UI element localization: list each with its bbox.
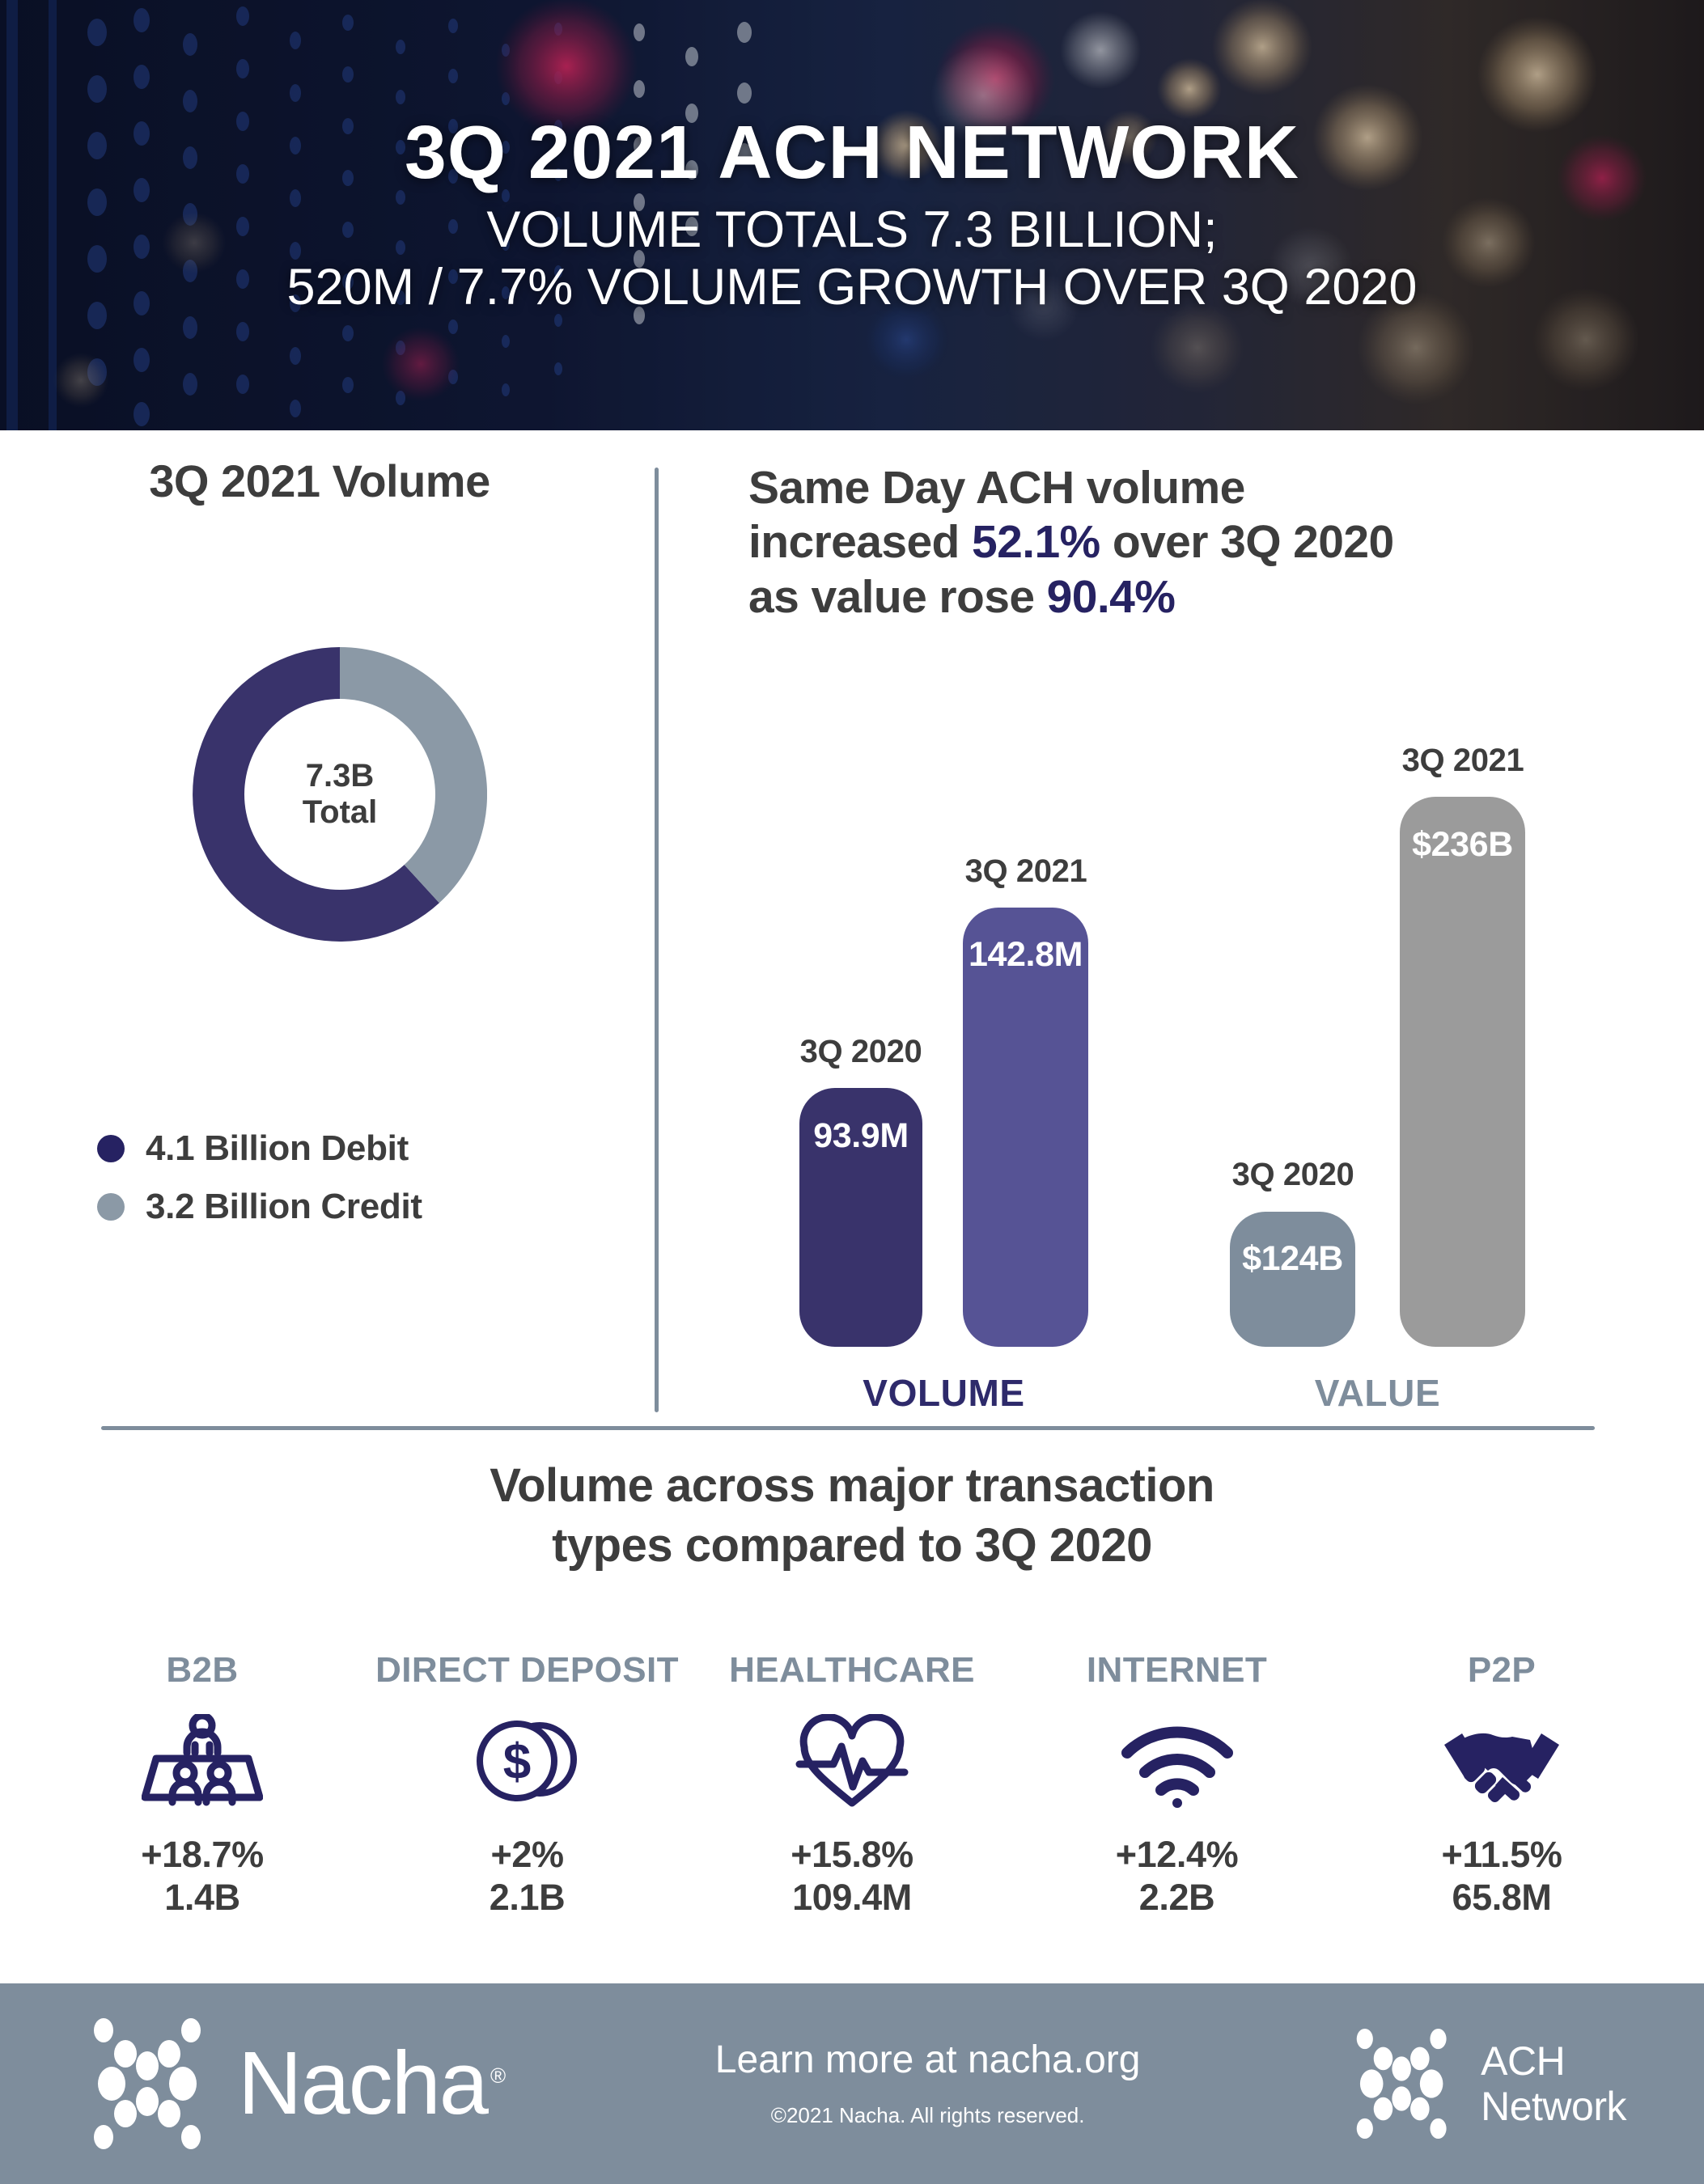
- type-volume-p2p: 65.8M: [1452, 1877, 1552, 1919]
- same-day-headline: Same Day ACH volume increased 52.1% over…: [748, 461, 1647, 624]
- copyright-notice: ©2021 Nacha. All rights reserved.: [770, 2102, 1085, 2127]
- same-day-line3-pre: as value rose: [748, 570, 1047, 623]
- same-day-line2-pre: increased: [748, 516, 972, 569]
- bar-volume-3q2020: [799, 1088, 922, 1347]
- footer-bar: Nacha ® Learn more at nacha.org ©2021 Nac…: [0, 1983, 1704, 2184]
- type-label-direct-deposit: DIRECT DEPOSIT: [375, 1650, 679, 1690]
- bar-value-volume-3q2020: 93.9M: [813, 1116, 909, 1155]
- bar-value-volume-3q2021: 142.8M: [968, 935, 1083, 974]
- donut-chart-svg: [193, 647, 488, 942]
- type-label-b2b: B2B: [166, 1650, 239, 1690]
- type-growth-direct-deposit: +2%: [490, 1834, 564, 1875]
- bar-caption-volume-3q2021: 3Q 2021: [964, 853, 1087, 889]
- horizontal-divider: [101, 1426, 1595, 1430]
- type-label-healthcare: HEALTHCARE: [729, 1650, 975, 1690]
- bar-value-value-3q2021: $236B: [1412, 825, 1513, 864]
- nacha-dot-mark-icon: [94, 2018, 201, 2149]
- legend-dot-debit-icon: [97, 1135, 125, 1162]
- registered-trademark-icon: ®: [490, 2063, 506, 2089]
- nacha-logo: Nacha ®: [87, 2016, 506, 2152]
- type-volume-b2b: 1.4B: [164, 1877, 240, 1919]
- type-label-p2p: P2P: [1467, 1650, 1537, 1690]
- learn-more-link[interactable]: Learn more at nacha.org: [714, 2038, 1141, 2082]
- wifi-icon: [1117, 1712, 1238, 1815]
- donut-chart: 7.3B Total: [193, 647, 488, 942]
- transaction-types-row: B2B +18.7% 1.4B DIRECT DEPOSIT: [49, 1650, 1655, 1966]
- donut-chart-title: 3Q 2021 Volume: [149, 455, 490, 506]
- heart-pulse-icon: [791, 1712, 913, 1815]
- same-day-line-1: Same Day ACH volume: [748, 462, 1245, 514]
- header-subtitle: VOLUME TOTALS 7.3 BILLION; 520M / 7.7% V…: [287, 201, 1418, 315]
- same-day-value-growth: 90.4%: [1046, 570, 1176, 623]
- type-growth-p2p: +11.5%: [1441, 1834, 1562, 1875]
- type-volume-internet: 2.2B: [1138, 1877, 1215, 1919]
- bar-value-3q2021: [1400, 797, 1525, 1347]
- donut-legend: 4.1 Billion Debit 3.2 Billion Credit: [97, 1128, 422, 1245]
- legend-item-credit: 3.2 Billion Credit: [97, 1187, 422, 1227]
- same-day-line2-post: over 3Q 2020: [1100, 516, 1394, 569]
- same-day-bar-chart: 3Q 2020 93.9M 3Q 2021 142.8M 3Q 2020 $12…: [655, 696, 1704, 1424]
- transaction-type-internet: INTERNET +12.4% 2.2B: [1024, 1650, 1331, 1919]
- type-volume-direct-deposit: 2.1B: [489, 1877, 566, 1919]
- bar-volume-3q2021: [963, 908, 1088, 1347]
- transaction-type-p2p: P2P +11.5% 65.8M: [1348, 1650, 1655, 1919]
- svg-text:$: $: [502, 1734, 530, 1790]
- ach-network-logo: ACH Network: [1351, 2026, 1626, 2141]
- same-day-line-3: as value rose 90.4%: [748, 570, 1647, 624]
- legend-dot-credit-icon: [97, 1193, 125, 1221]
- ach-network-line2: Network: [1481, 2084, 1626, 2129]
- legend-item-debit: 4.1 Billion Debit: [97, 1128, 422, 1169]
- nacha-brand-text: Nacha: [238, 2034, 489, 2133]
- transaction-types-heading: Volume across major transaction types co…: [0, 1456, 1704, 1576]
- page-title: 3Q 2021 ACH NETWORK: [405, 109, 1299, 194]
- same-day-volume-growth: 52.1%: [972, 516, 1100, 569]
- ach-network-line1: ACH: [1481, 2038, 1566, 2084]
- nacha-wordmark: Nacha ®: [238, 2039, 506, 2128]
- bar-value-3q2020: [1230, 1212, 1355, 1347]
- legend-label-credit: 3.2 Billion Credit: [146, 1187, 422, 1226]
- ach-network-dot-mark-icon: [1356, 2028, 1447, 2140]
- vertical-divider: [655, 468, 659, 1412]
- same-day-line-2: increased 52.1% over 3Q 2020: [748, 515, 1647, 569]
- axis-label-value: VALUE: [1314, 1372, 1441, 1414]
- coins-dollar-icon: $: [467, 1712, 588, 1815]
- type-volume-healthcare: 109.4M: [792, 1877, 912, 1919]
- type-growth-internet: +12.4%: [1115, 1834, 1239, 1875]
- ach-network-wordmark: ACH Network: [1481, 2038, 1626, 2129]
- transaction-types-heading-line1: Volume across major transaction: [490, 1459, 1214, 1512]
- donut-hole: [244, 699, 435, 890]
- bar-value-value-3q2020: $124B: [1242, 1239, 1343, 1278]
- header-background-image: [0, 0, 1704, 430]
- footer-center-text: Learn more at nacha.org ©2021 Nacha. All…: [504, 2038, 1351, 2128]
- meeting-table-icon: [142, 1712, 263, 1815]
- header-banner: 3Q 2021 ACH NETWORK VOLUME TOTALS 7.3 BI…: [0, 0, 1704, 430]
- type-growth-healthcare: +15.8%: [791, 1834, 913, 1875]
- axis-label-volume: VOLUME: [863, 1372, 1025, 1414]
- bar-caption-value-3q2021: 3Q 2021: [1401, 743, 1524, 778]
- legend-label-debit: 4.1 Billion Debit: [146, 1128, 409, 1168]
- bar-caption-volume-3q2020: 3Q 2020: [799, 1034, 922, 1069]
- transaction-type-healthcare: HEALTHCARE +15.8% 109.4M: [698, 1650, 1006, 1919]
- transaction-type-direct-deposit: DIRECT DEPOSIT $ +2% 2.1B: [374, 1650, 681, 1919]
- transaction-types-heading-line2: types compared to 3Q 2020: [552, 1519, 1152, 1572]
- type-growth-b2b: +18.7%: [141, 1834, 264, 1875]
- handshake-icon: [1441, 1712, 1562, 1815]
- type-label-internet: INTERNET: [1086, 1650, 1268, 1690]
- header-subtitle-line1: VOLUME TOTALS 7.3 BILLION;: [486, 201, 1218, 258]
- transaction-type-b2b: B2B +18.7% 1.4B: [49, 1650, 356, 1919]
- header-subtitle-line2: 520M / 7.7% VOLUME GROWTH OVER 3Q 2020: [286, 258, 1418, 315]
- bar-caption-value-3q2020: 3Q 2020: [1231, 1157, 1354, 1192]
